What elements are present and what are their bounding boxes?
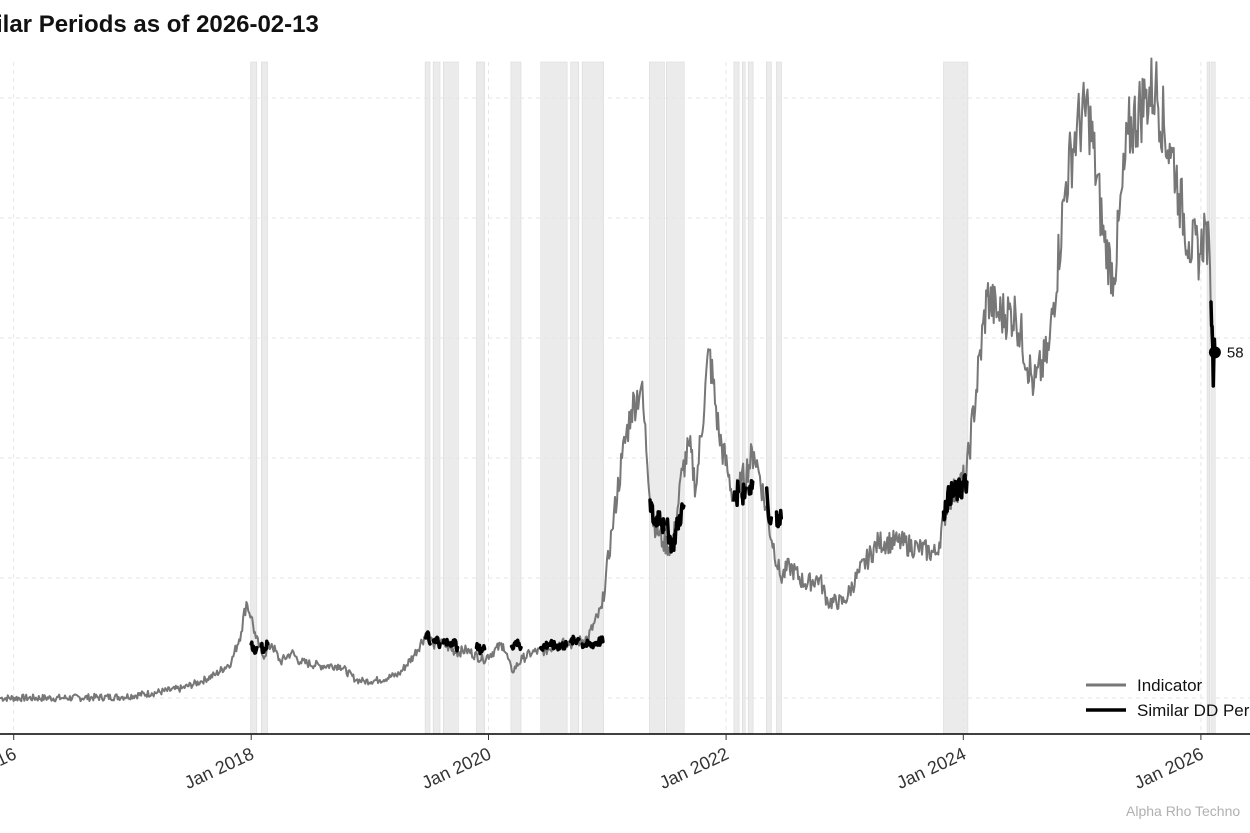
end-point-label: 58 xyxy=(1227,344,1244,361)
similar-segment-5 xyxy=(474,641,487,656)
similar-segment-11 xyxy=(664,502,686,554)
similar-segment-10 xyxy=(648,498,666,535)
shaded-periods xyxy=(250,61,1216,735)
shaded-period-9 xyxy=(581,61,604,735)
x-tick-label-0: 16 xyxy=(0,743,19,770)
similar-dd-series xyxy=(249,300,1217,656)
shaded-period-17 xyxy=(943,61,969,735)
indicator-line xyxy=(0,57,1214,703)
x-axis-ticks: 16 Jan 2018 Jan 2020 Jan 2022 Jan 2024 Jan 20… xyxy=(0,734,1207,793)
similar-segment-15 xyxy=(764,486,774,526)
indicator-series xyxy=(0,57,1214,703)
credit-text: Alpha Rho Techno xyxy=(1126,803,1240,819)
end-point-marker xyxy=(1208,346,1221,359)
similar-segment-13 xyxy=(740,482,748,506)
legend-indicator-label: Indicator xyxy=(1137,676,1203,695)
similar-segment-18 xyxy=(1209,300,1217,388)
chart-title: ilar Periods as of 2026-02-13 xyxy=(0,11,319,38)
similar-segment-3 xyxy=(431,635,442,650)
similar-segment-16 xyxy=(774,508,784,529)
similar-segment-4 xyxy=(441,637,460,653)
x-tick-label-1: Jan 2018 xyxy=(181,743,257,792)
x-tick-label-4: Jan 2024 xyxy=(893,743,969,792)
similar-segment-8 xyxy=(568,634,581,646)
similar-segment-0 xyxy=(249,640,259,655)
shaded-period-1 xyxy=(260,61,268,735)
shaded-period-19 xyxy=(1210,61,1216,735)
similar-segment-14 xyxy=(747,478,755,496)
legend-similar-label: Similar DD Per xyxy=(1137,701,1250,720)
similar-segment-6 xyxy=(509,638,523,652)
shaded-period-5 xyxy=(476,61,485,735)
shaded-period-4 xyxy=(442,61,459,735)
shaded-period-10 xyxy=(649,61,665,735)
shaded-period-18 xyxy=(1206,61,1210,735)
shaded-period-3 xyxy=(432,61,441,735)
shaded-period-13 xyxy=(741,61,746,735)
shaded-period-16 xyxy=(776,61,782,735)
shaded-period-15 xyxy=(766,61,772,735)
end-point: 58 xyxy=(1208,344,1244,361)
similar-segment-17 xyxy=(941,473,969,522)
similar-segment-12 xyxy=(732,479,741,508)
legend: Indicator Similar DD Per xyxy=(1086,676,1250,720)
shaded-period-8 xyxy=(570,61,580,735)
x-tick-label-2: Jan 2020 xyxy=(419,743,495,792)
shaded-period-12 xyxy=(733,61,740,735)
similar-segment-1 xyxy=(259,639,270,655)
similar-segment-9 xyxy=(580,635,605,650)
shaded-period-14 xyxy=(747,61,754,735)
x-tick-label-5: Jan 2026 xyxy=(1131,743,1207,792)
grid xyxy=(0,62,1250,734)
similar-segment-7 xyxy=(539,638,569,652)
similar-segment-2 xyxy=(424,630,432,646)
shaded-period-7 xyxy=(540,61,568,735)
shaded-period-6 xyxy=(510,61,522,735)
x-tick-label-3: Jan 2022 xyxy=(656,743,732,792)
shaded-period-11 xyxy=(665,61,685,735)
